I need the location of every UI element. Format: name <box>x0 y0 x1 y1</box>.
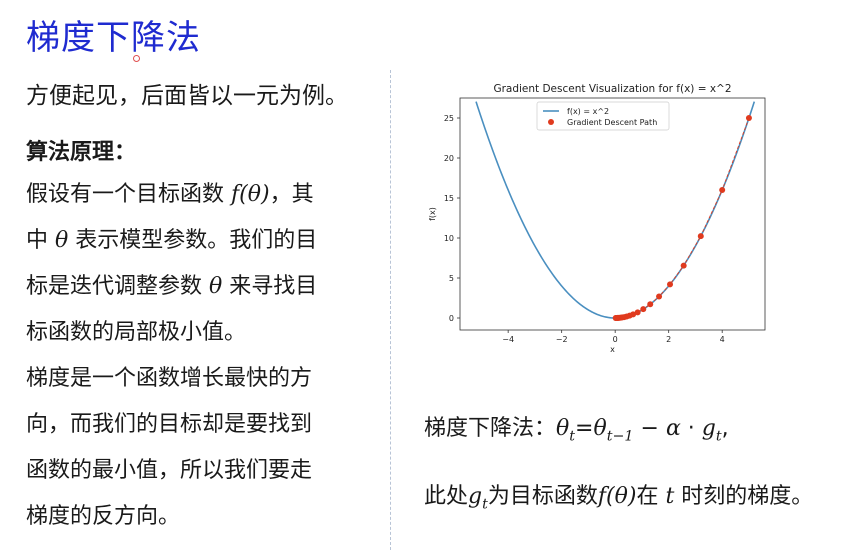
legend-label-fx: f(x) = x^2 <box>567 107 609 116</box>
x-tick-label: 2 <box>666 335 671 344</box>
gradient-paragraph: 梯度是一个函数增长最快的方 向，而我们的目标却是要找到 函数的最小值，所以我们要… <box>26 356 312 540</box>
series-line-fx <box>475 101 756 319</box>
descent-point <box>656 293 663 300</box>
algorithm-heading: 算法原理： <box>26 140 137 165</box>
para1-line4: 标函数的局部极小值。 <box>26 320 247 345</box>
descent-point <box>667 281 674 288</box>
legend-label-path: Gradient Descent Path <box>567 118 657 127</box>
para1-line1: 假设有一个目标函数 f(θ)，其 <box>26 182 314 207</box>
descent-point <box>719 187 726 193</box>
page-title: 梯度下降法 <box>26 18 201 58</box>
descent-path-line <box>615 117 750 319</box>
y-tick-label: 5 <box>449 274 454 283</box>
y-tick-label: 10 <box>444 234 454 243</box>
y-tick-label: 25 <box>444 114 454 123</box>
para2-line2: 向，而我们的目标却是要找到 <box>26 412 313 437</box>
legend-box <box>536 101 670 131</box>
y-tick-label: 0 <box>449 314 454 323</box>
descent-point <box>697 233 704 240</box>
para2-line1: 梯度是一个函数增长最快的方 <box>26 366 313 391</box>
y-tick-label: 15 <box>444 194 454 203</box>
update-formula: 梯度下降法：θt=θt−1 − α · gt, <box>424 416 729 445</box>
y-tick-label: 20 <box>444 154 454 163</box>
intro-text: 方便起见，后面皆以一元为例。 <box>26 83 348 109</box>
gradient-descent-chart: Gradient Descent Visualization for f(x) … <box>428 83 766 354</box>
x-tick-label: 4 <box>720 335 725 344</box>
descent-point <box>647 301 654 308</box>
descent-point <box>640 306 647 313</box>
para2-line4: 梯度的反方向。 <box>26 504 181 529</box>
x-axis-label: x <box>610 345 615 354</box>
x-tick-label: −4 <box>502 335 514 344</box>
x-tick-label: 0 <box>613 335 618 344</box>
descent-point <box>634 309 641 316</box>
column-divider <box>390 70 391 550</box>
para1-line3: 标是迭代调整参数 θ 来寻找目 <box>26 274 318 299</box>
descent-point <box>612 314 619 321</box>
para2-line3: 函数的最小值，所以我们要走 <box>26 458 313 483</box>
algorithm-paragraph: 假设有一个目标函数 f(θ)，其 中 θ 表示模型参数。我们的目 标是迭代调整参… <box>26 172 317 356</box>
legend-swatch-path <box>548 119 554 125</box>
chart-title: Gradient Descent Visualization for f(x) … <box>493 83 731 95</box>
y-axis-label: f(x) <box>428 207 437 221</box>
para1-line2: 中 θ 表示模型参数。我们的目 <box>26 228 318 253</box>
plot-frame <box>459 97 766 331</box>
pointer-mark <box>133 55 140 62</box>
x-tick-label: −2 <box>556 335 568 344</box>
gradient-note: 此处gt为目标函数f(θ)在 t 时刻的梯度。 <box>424 484 814 513</box>
descent-point <box>745 115 752 121</box>
descent-point <box>680 262 687 269</box>
